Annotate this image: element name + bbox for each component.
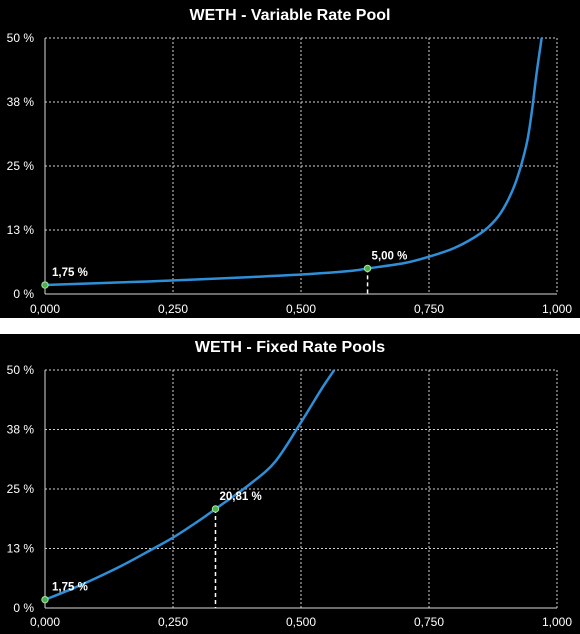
x-tick-label: 1,000: [542, 615, 572, 629]
y-tick-label: 13 %: [7, 223, 35, 237]
variable-rate-chart-panel: WETH - Variable Rate Pool 0 % 13 % 25 % 38 %…: [0, 0, 580, 318]
series-line: [44, 37, 543, 287]
y-tick-label: 13 %: [7, 542, 35, 556]
chart-title: WETH - Variable Rate Pool: [190, 7, 391, 24]
y-tick-label: 25 %: [7, 482, 35, 496]
chart-title: WETH - Fixed Rate Pools: [195, 339, 385, 356]
x-tick-label: 0,000: [30, 615, 60, 629]
data-point-marker: [41, 595, 49, 604]
y-tick-label: 38 %: [7, 95, 35, 109]
y-tick-label: 0 %: [13, 287, 34, 301]
y-tick-label: 0 %: [13, 601, 34, 615]
y-tick-label: 25 %: [7, 159, 35, 173]
series-line: [44, 369, 336, 601]
fixed-rate-chart-panel: WETH - Fixed Rate Pools 0 % 13 % 25 % 38 % 50…: [0, 334, 580, 634]
y-tick-label: 50 %: [7, 363, 35, 377]
y-tick-label: 50 %: [7, 31, 35, 45]
x-tick-label: 0,750: [414, 302, 444, 316]
data-label: 20,81 %: [219, 491, 261, 503]
data-label: 1,75 %: [52, 267, 88, 279]
data-point-marker: [211, 505, 220, 513]
x-tick-label: 0,500: [286, 302, 316, 316]
fixed-rate-chart: WETH - Fixed Rate Pools 0 % 13 % 25 % 38 % 50…: [7, 339, 573, 629]
x-tick-label: 0,000: [30, 302, 60, 316]
y-tick-label: 38 %: [7, 423, 35, 437]
data-label: 5,00 %: [372, 250, 408, 262]
x-tick-label: 0,250: [158, 615, 188, 629]
x-tick-label: 0,750: [414, 615, 444, 629]
x-tick-label: 1,000: [542, 302, 572, 316]
data-label: 1,75 %: [52, 582, 88, 594]
data-point-marker: [41, 281, 49, 289]
variable-rate-chart: WETH - Variable Rate Pool 0 % 13 % 25 % 38 %…: [7, 7, 573, 316]
data-point-marker: [363, 264, 372, 273]
x-tick-label: 0,500: [286, 615, 316, 629]
x-tick-label: 0,250: [158, 302, 188, 316]
